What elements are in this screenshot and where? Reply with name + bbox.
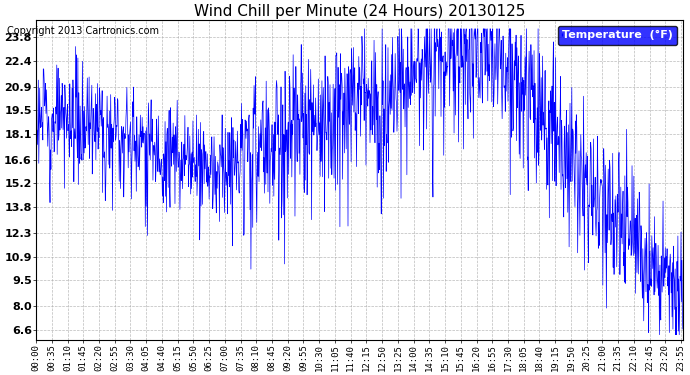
- Title: Wind Chill per Minute (24 Hours) 20130125: Wind Chill per Minute (24 Hours) 2013012…: [194, 4, 525, 19]
- Legend: Temperature  (°F): Temperature (°F): [558, 26, 678, 45]
- Text: Copyright 2013 Cartronics.com: Copyright 2013 Cartronics.com: [7, 26, 159, 36]
